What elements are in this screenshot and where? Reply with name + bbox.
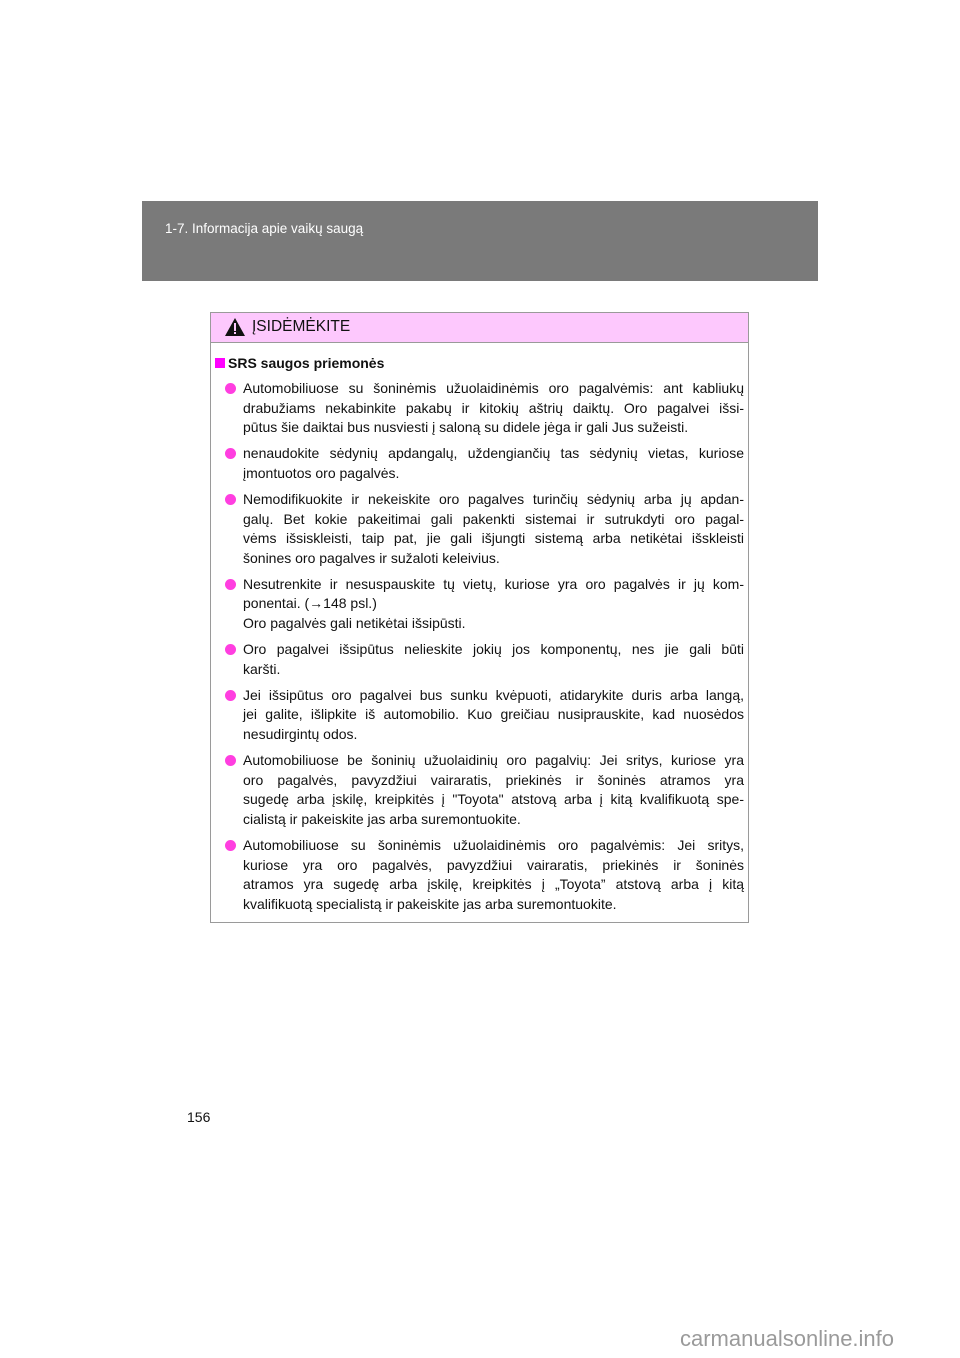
text-line: Oro pagalvės gali netikėtai išsipūsti. <box>243 615 466 632</box>
list-item: Jei išsipūtus oro pagalvei bus sunku kvė… <box>211 686 750 745</box>
text-line: kuriose yra oro pagalvės, pavyzdžiui vai… <box>243 856 744 873</box>
bullet-icon <box>225 448 236 460</box>
bullet-icon <box>225 689 236 701</box>
text-line: nesudirgintų odos. <box>243 726 358 742</box>
text-line: oro pagalvės, pavyzdžiui vairaratis, pri… <box>243 771 744 788</box>
caution-title: ĮSIDĖMĖKITE <box>252 318 351 335</box>
bullet-icon <box>225 493 236 505</box>
section-heading-text: SRS saugos priemonės <box>228 355 385 371</box>
text-line: Nemodifikuokite ir nekeiskite oro pagalv… <box>243 490 744 507</box>
caution-list: Automobiliuose su šoninėmis užuolaidinėm… <box>211 379 750 921</box>
text-line: pūtus šie daiktai bus nusviesti į saloną… <box>243 419 689 436</box>
section-heading: SRS saugos priemonės <box>215 355 384 371</box>
text-line: cialistą ir pakeiskite jas arba suremont… <box>243 810 521 827</box>
text-line: Nesutrenkite ir nesuspauskite tų vietų, … <box>243 575 744 592</box>
list-item: Automobiliuose be šoninių užuolaidinių o… <box>211 751 750 829</box>
warning-triangle-icon <box>225 318 245 336</box>
text-line: Automobiliuose be šoninių užuolaidinių o… <box>243 752 744 769</box>
square-bullet-icon <box>215 358 225 368</box>
text-line: kvalifikuotą specialistą ir pakeiskite j… <box>243 895 617 912</box>
list-item: Nesutrenkite ir nesuspauskite tų vietų, … <box>211 575 750 634</box>
bullet-icon <box>225 755 236 767</box>
text-line: Automobiliuose su šoninėmis užuolaidinėm… <box>243 836 744 853</box>
text-line: karšti. <box>243 660 281 677</box>
section-title: 1-7. Informacija apie vaikų saugą <box>165 221 364 236</box>
caution-header: ĮSIDĖMĖKITE <box>211 313 748 343</box>
list-item: nenaudokite sėdynių apdangalų, uždengian… <box>211 444 750 483</box>
section-header: 1-7. Informacija apie vaikų saugą <box>142 201 818 281</box>
page-number: 156 <box>187 1109 211 1125</box>
text-line: drabužiams nekabinkite pakabų ir kitokių… <box>243 399 744 416</box>
text-line: sugedę arba įskilę, kreipkitės į "Toyota… <box>243 791 744 808</box>
bullet-icon <box>225 578 236 590</box>
text-line: šonines oro pagalves ir sužaloti keleivi… <box>243 549 500 566</box>
text-line: galų. Bet kokie pakeitimai gali pakenkti… <box>243 510 744 527</box>
list-item: Nemodifikuokite ir nekeiskite oro pagalv… <box>211 490 750 568</box>
list-item: Automobiliuose su šoninėmis užuolaidinėm… <box>211 379 750 438</box>
bullet-icon <box>225 383 236 394</box>
watermark: carmanualsonline.info <box>680 1326 895 1351</box>
text-line: nenaudokite sėdynių apdangalų, uždengian… <box>243 445 744 462</box>
text-line: Jei išsipūtus oro pagalvei bus sunku kvė… <box>243 686 744 703</box>
text-line: Automobiliuose su šoninėmis užuolaidinėm… <box>243 380 744 396</box>
text-line: jei galite, išlipkite iš automobilio. Ku… <box>243 706 744 723</box>
text-line: įmontuotos oro pagalvės. <box>243 464 400 481</box>
bullet-icon <box>225 644 236 656</box>
text-line: atramos yra sugedę arba įskilę, kreipkit… <box>243 876 744 893</box>
text-line: Oro pagalvei išsipūtus nelieskite jokių … <box>243 641 744 658</box>
text-line: vėms išsiskleisti, taip pat, jie gali iš… <box>243 530 744 547</box>
bullet-icon <box>225 839 236 851</box>
caution-box: ĮSIDĖMĖKITE SRS saugos priemonės Automob… <box>210 312 749 923</box>
text-line: ponentai. (→148 psl.) <box>243 595 377 612</box>
list-item: Automobiliuose su šoninėmis užuolaidinėm… <box>211 836 750 914</box>
list-item: Oro pagalvei išsipūtus nelieskite jokių … <box>211 640 750 679</box>
